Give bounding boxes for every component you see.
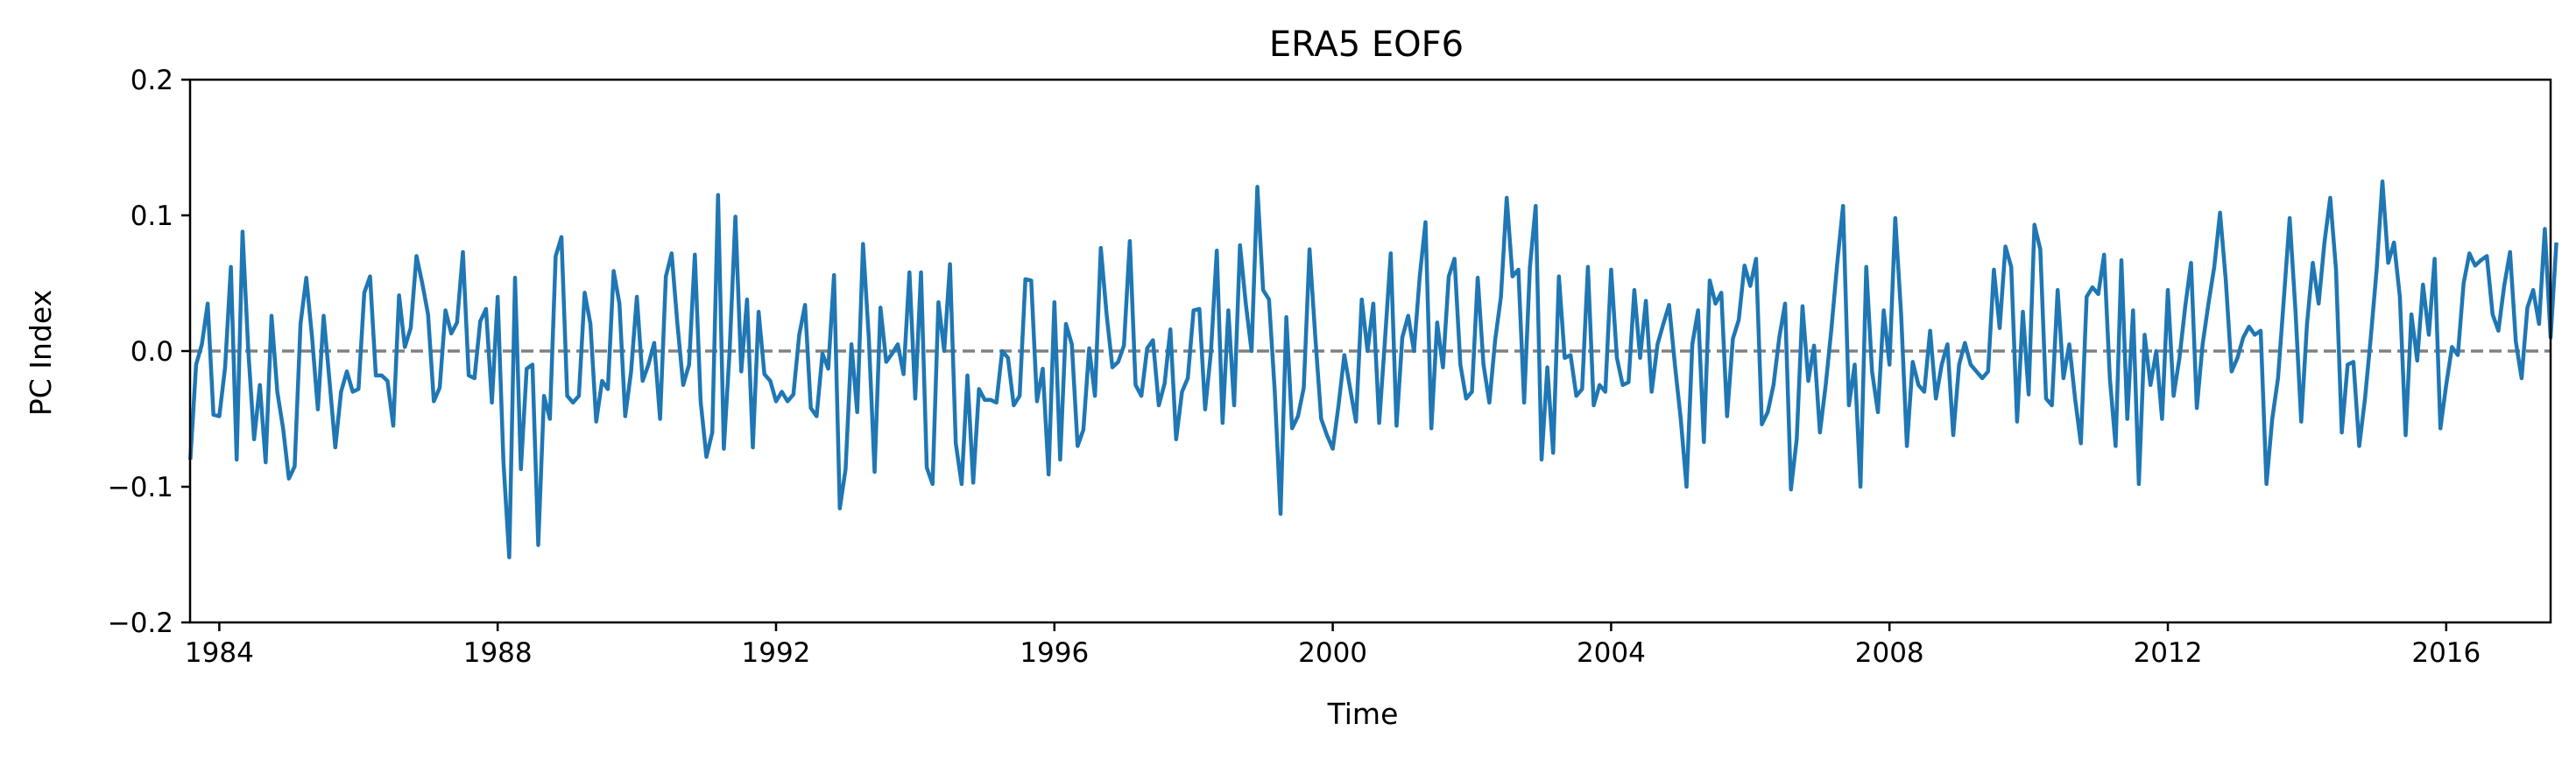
y-tick-label: 0.0: [131, 336, 173, 368]
x-tick-label: 2008: [1855, 637, 1924, 669]
y-tick-label: −0.1: [108, 472, 173, 503]
x-tick-label: 1984: [185, 637, 254, 669]
x-tick-label: 1996: [1020, 637, 1089, 669]
chart-title: ERA5 EOF6: [1269, 25, 1464, 65]
y-axis-ticks: 0.2 0.1 0.0 −0.1 −0.2: [108, 65, 190, 639]
x-axis-ticks: 1984 1988 1992 1996 2000 2004 2008 2012 2016: [185, 622, 2481, 669]
y-tick-label: 0.2: [131, 65, 173, 96]
y-tick-label: −0.2: [108, 608, 173, 639]
x-tick-label: 1992: [742, 637, 811, 669]
x-tick-label: 2016: [2411, 637, 2481, 669]
x-tick-label: 2004: [1577, 637, 1646, 669]
x-tick-label: 2000: [1298, 637, 1367, 669]
pc-index-series-line: [188, 179, 2558, 559]
x-axis-label: Time: [1327, 697, 1399, 731]
x-tick-label: 2012: [2134, 637, 2203, 669]
y-axis-label: PC Index: [24, 290, 58, 416]
x-tick-label: 1988: [463, 637, 533, 669]
y-tick-label: 0.1: [131, 200, 173, 232]
